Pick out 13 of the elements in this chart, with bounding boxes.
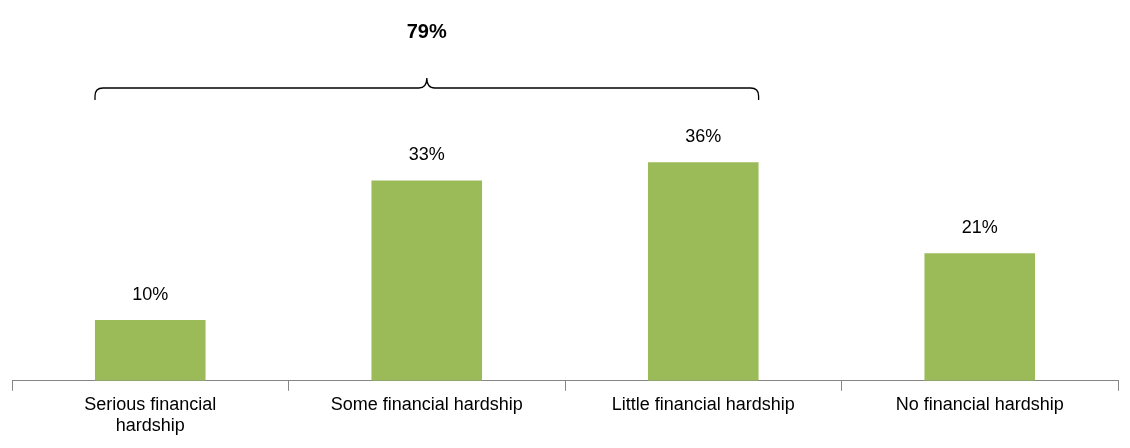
data-label: 36% [685,126,722,147]
bar [371,180,483,381]
x-tick-label: Little financial hardship [611,393,795,414]
bar [94,320,206,381]
bar [924,253,1036,381]
x-tick-label: Some financial hardship [330,393,523,414]
data-label: 21% [961,217,998,238]
x-tick-label: No financial hardship [895,393,1064,414]
text: 79% [405,20,448,43]
data-label: 33% [408,144,445,165]
bar [647,162,759,381]
data-label: 10% [132,284,169,305]
x-tick-label: Serious financial hardship [84,393,217,436]
